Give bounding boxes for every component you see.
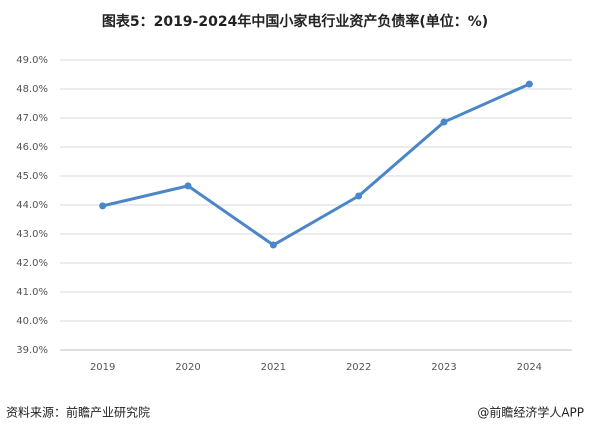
data-point xyxy=(99,202,107,210)
x-tick-label: 2023 xyxy=(431,362,456,373)
source-note: 资料来源：前瞻产业研究院 xyxy=(6,405,150,420)
y-tick-label: 49.0% xyxy=(16,55,48,66)
y-tick-label: 48.0% xyxy=(16,84,48,95)
data-point xyxy=(184,182,192,190)
y-tick-label: 39.0% xyxy=(16,345,48,356)
data-point xyxy=(525,80,533,88)
y-tick-label: 44.0% xyxy=(16,200,48,211)
x-tick-label: 2022 xyxy=(346,362,371,373)
x-tick-label: 2020 xyxy=(175,362,200,373)
data-point xyxy=(440,118,448,126)
data-line xyxy=(102,82,530,247)
y-tick-label: 41.0% xyxy=(16,287,48,298)
y-tick-label: 42.0% xyxy=(16,258,48,269)
credit: @前瞻经济学人APP xyxy=(477,405,584,420)
data-point xyxy=(269,241,277,249)
y-tick-label: 47.0% xyxy=(16,113,48,124)
y-tick-label: 46.0% xyxy=(16,142,48,153)
chart-title: 图表5：2019-2024年中国小家电行业资产负债率(单位：%) xyxy=(102,13,488,30)
data-point xyxy=(355,192,363,200)
y-tick-label: 43.0% xyxy=(16,229,48,240)
y-tick-label: 40.0% xyxy=(16,316,48,327)
x-tick-label: 2021 xyxy=(261,362,286,373)
y-tick-label: 45.0% xyxy=(16,171,48,182)
x-tick-label: 2024 xyxy=(517,362,542,373)
x-tick-label: 2019 xyxy=(90,362,115,373)
